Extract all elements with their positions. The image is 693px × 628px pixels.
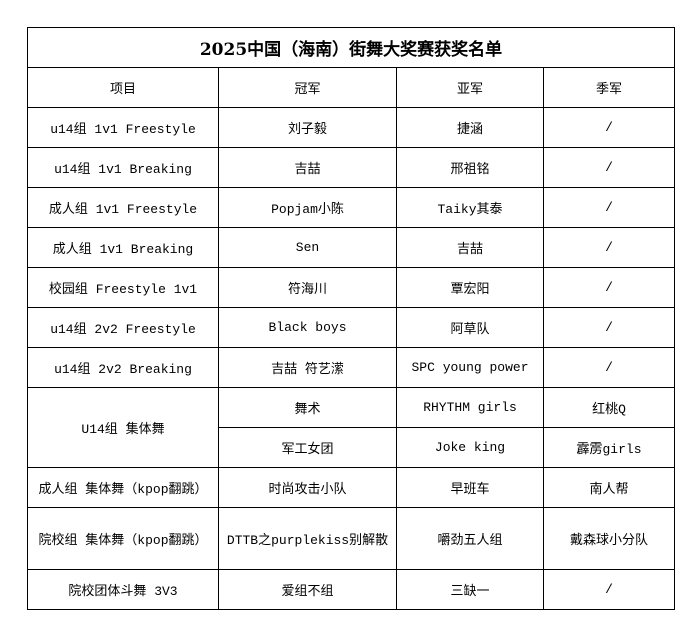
runner-up-cell: 嚼劲五人组 — [396, 507, 544, 570]
category-cell: 校园组 Freestyle 1v1 — [27, 267, 219, 308]
category-cell: 成人组 1v1 Breaking — [27, 227, 219, 268]
header-champion: 冠军 — [218, 67, 397, 108]
table-row: 校园组 Freestyle 1v1 符海川 覃宏阳 / — [27, 267, 676, 308]
champion-cell: 吉喆 — [218, 147, 397, 188]
third-cell: 南人帮 — [542, 467, 676, 508]
runner-up-cell: 覃宏阳 — [396, 267, 544, 308]
third-cell: 霹雳girls — [542, 427, 676, 468]
category-cell: U14组 集体舞 — [27, 387, 219, 468]
runner-up-cell: 捷涵 — [396, 107, 544, 148]
header-row: 项目 冠军 亚军 季军 — [27, 67, 676, 108]
header-runner-up: 亚军 — [396, 67, 544, 108]
category-cell: 院校组 集体舞（kpop翻跳） — [27, 507, 219, 570]
third-cell: 红桃Q — [542, 387, 676, 428]
third-cell: / — [542, 569, 676, 610]
table-row: 成人组 集体舞（kpop翻跳） 时尚攻击小队 早班车 南人帮 — [27, 467, 676, 508]
table-row: 成人组 1v1 Freestyle Popjam小陈 Taiky其泰 / — [27, 187, 676, 228]
category-cell: 院校团体斗舞 3V3 — [27, 569, 219, 610]
third-cell: / — [542, 107, 676, 148]
runner-up-cell: 三缺一 — [396, 569, 544, 610]
table-row: u14组 2v2 Freestyle Black boys 阿草队 / — [27, 307, 676, 348]
category-cell: u14组 2v2 Breaking — [27, 347, 219, 388]
runner-up-cell: 邢祖铭 — [396, 147, 544, 188]
third-cell: 戴森球小分队 — [542, 507, 676, 570]
champion-cell: Black boys — [218, 307, 397, 348]
table-row: U14组 集体舞 舞术 RHYTHM girls 红桃Q — [27, 387, 676, 468]
table-row: u14组 1v1 Breaking 吉喆 邢祖铭 / — [27, 147, 676, 188]
category-cell: u14组 1v1 Freestyle — [27, 107, 219, 148]
runner-up-cell: 阿草队 — [396, 307, 544, 348]
table-row: u14组 2v2 Breaking 吉喆 符艺潆 SPC young power / — [27, 347, 676, 388]
category-cell: u14组 2v2 Freestyle — [27, 307, 219, 348]
champion-cell: 舞术 — [218, 387, 397, 428]
third-cell: / — [542, 267, 676, 308]
category-cell: 成人组 集体舞（kpop翻跳） — [27, 467, 219, 508]
champion-cell: 时尚攻击小队 — [218, 467, 397, 508]
champion-cell: 吉喆 符艺潆 — [218, 347, 397, 388]
champion-cell: 爱组不组 — [218, 569, 397, 610]
champion-cell: 刘子毅 — [218, 107, 397, 148]
third-cell: / — [542, 187, 676, 228]
category-cell: 成人组 1v1 Freestyle — [27, 187, 219, 228]
table-title: 2025中国（海南）街舞大奖赛获奖名单 — [26, 27, 676, 68]
third-cell: / — [542, 307, 676, 348]
table-row: 院校组 集体舞（kpop翻跳） DTTB之purplekiss别解散 嚼劲五人组 戴森… — [27, 507, 676, 570]
header-category: 项目 — [27, 67, 219, 108]
runner-up-cell: RHYTHM girls — [396, 387, 544, 428]
champion-cell: 符海川 — [218, 267, 397, 308]
award-table: 2025中国（海南）街舞大奖赛获奖名单 项目 冠军 亚军 季军 u14组 1v1… — [26, 27, 676, 610]
runner-up-cell: Joke king — [396, 427, 544, 468]
champion-cell: Sen — [218, 227, 397, 268]
champion-cell: Popjam小陈 — [218, 187, 397, 228]
runner-up-cell: SPC young power — [396, 347, 544, 388]
table-row: 院校团体斗舞 3V3 爱组不组 三缺一 / — [27, 569, 676, 610]
third-cell: / — [542, 147, 676, 188]
header-third: 季军 — [542, 67, 676, 108]
runner-up-cell: 早班车 — [396, 467, 544, 508]
table-row: 军工女团 Joke king 霹雳girls — [28, 427, 676, 468]
third-cell: / — [542, 227, 676, 268]
table-row: 成人组 1v1 Breaking Sen 吉喆 / — [27, 227, 676, 268]
runner-up-cell: 吉喆 — [396, 227, 544, 268]
runner-up-cell: Taiky其泰 — [396, 187, 544, 228]
champion-cell: 军工女团 — [218, 427, 397, 468]
third-cell: / — [542, 347, 676, 388]
table-row: u14组 1v1 Freestyle 刘子毅 捷涵 / — [27, 107, 676, 148]
category-cell: u14组 1v1 Breaking — [27, 147, 219, 188]
champion-cell: DTTB之purplekiss别解散 — [218, 507, 397, 570]
